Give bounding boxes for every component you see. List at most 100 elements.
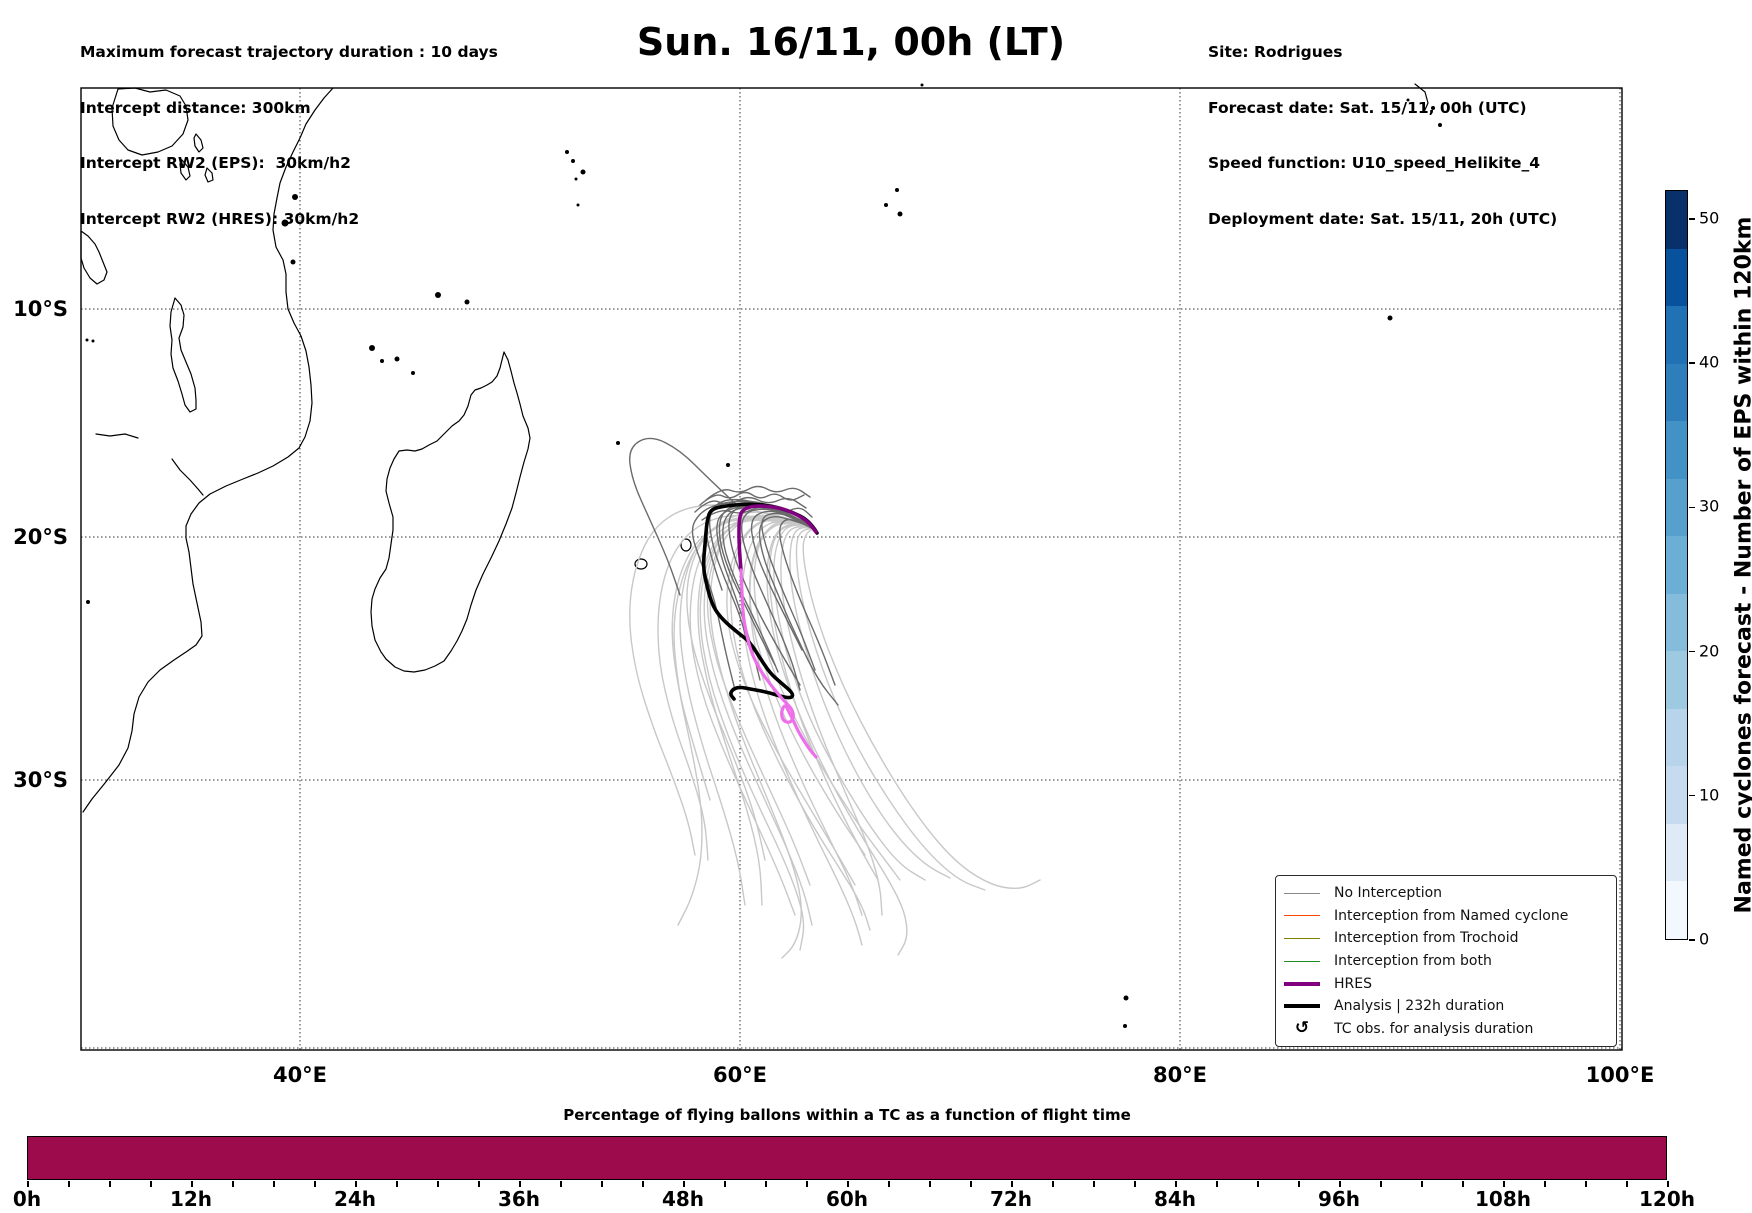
colorbar-tick [1689, 650, 1695, 653]
time-axis-tick [27, 1181, 29, 1187]
time-axis-tick [150, 1181, 152, 1187]
time-axis-tick [560, 1181, 562, 1187]
trajectory-no-interception [768, 524, 879, 881]
coastline [95, 433, 139, 439]
trajectory-no-interception [673, 517, 811, 926]
colorbar-tick [1689, 362, 1695, 364]
time-axis-tick [1544, 1181, 1546, 1187]
colorbar-label: Named cyclones forecast - Number of EPS … [1731, 216, 1752, 914]
time-axis-label: 0h [12, 1187, 42, 1211]
island-dot [85, 338, 89, 342]
island-dot [380, 359, 384, 363]
legend-label: Interception from both [1334, 953, 1492, 970]
lat-tick-label: 30°S [13, 768, 68, 792]
balloon-percentage-bar [27, 1136, 1667, 1180]
island-dot [1438, 123, 1442, 127]
speed-function-line: Speed function: U10_speed_Helikite_4 [1208, 154, 1541, 172]
trajectory-no-interception [697, 519, 812, 906]
island-dot [576, 203, 580, 207]
time-axis-label: 120h [1639, 1187, 1695, 1211]
time-axis-tick [1011, 1181, 1013, 1187]
time-axis-tick [1216, 1181, 1218, 1187]
time-axis-tick [273, 1181, 275, 1187]
time-axis-tick [601, 1181, 603, 1187]
time-axis-tick [1093, 1181, 1095, 1187]
coastline [169, 297, 197, 413]
coastline [193, 133, 204, 153]
bottom-chart-title: Percentage of flying ballons within a TC… [563, 1106, 1131, 1124]
trajectory-eps-member [699, 491, 805, 506]
time-axis-tick [478, 1181, 480, 1187]
legend-line [1284, 981, 1320, 986]
legend-line-swatch [1284, 892, 1320, 894]
trajectory-eps-member [708, 498, 811, 646]
colorbar-segment [1666, 536, 1687, 594]
time-axis-tick [355, 1181, 357, 1187]
island-dot [91, 339, 95, 343]
time-axis-tick [1626, 1181, 1628, 1187]
time-axis-tick [1339, 1181, 1341, 1187]
time-axis-tick [109, 1181, 111, 1187]
colorbar-tick [1689, 218, 1695, 220]
time-axis-label: 72h [989, 1187, 1033, 1211]
hres-track-extension [739, 568, 818, 759]
island-dot [292, 194, 298, 200]
island-dot [86, 600, 90, 604]
colorbar-segment [1666, 363, 1687, 422]
time-axis-tick [314, 1181, 316, 1187]
island-dot [565, 150, 569, 154]
island-dot [1431, 106, 1435, 110]
colorbar-segment [1666, 248, 1687, 307]
legend-line [1284, 1004, 1320, 1009]
page-title: Sun. 16/11, 00h (LT) [636, 20, 1066, 64]
legend-label: No Interception [1334, 885, 1443, 902]
time-axis-tick [68, 1181, 70, 1187]
time-axis-label: 12h [169, 1187, 213, 1211]
site-line: Site: Rodrigues [1208, 43, 1343, 61]
trajectory-no-interception [741, 521, 863, 946]
trajectory-no-interception [657, 515, 811, 861]
lon-tick-label: 80°E [1153, 1063, 1207, 1087]
trajectory-no-interception [709, 516, 813, 959]
island-dot [464, 299, 470, 305]
island-dot [574, 177, 578, 181]
cyclone-icon: ↺ [1284, 1020, 1320, 1037]
time-axis-tick [519, 1181, 521, 1187]
time-axis-tick [1380, 1181, 1382, 1187]
time-axis-tick [191, 1181, 193, 1187]
time-axis-tick [1585, 1181, 1587, 1187]
tc-obs-marker [1123, 995, 1129, 1001]
island-dot [897, 211, 903, 217]
forecast-settings-block: Maximum forecast trajectory duration : 1… [80, 6, 498, 247]
time-axis-label: 84h [1153, 1187, 1197, 1211]
island-outline [680, 538, 692, 552]
hres-track [737, 504, 818, 572]
colorbar-segment [1666, 593, 1687, 652]
colorbar-segment [1666, 708, 1687, 767]
time-axis-tick [683, 1181, 685, 1187]
colorbar-segment [1666, 478, 1687, 537]
time-axis-label: 36h [497, 1187, 541, 1211]
legend-row: Interception from Trochoid [1284, 927, 1608, 950]
colorbar-segment [1666, 823, 1687, 882]
coastline [80, 230, 108, 285]
legend-line-swatch [1284, 915, 1320, 917]
trajectory-no-interception [789, 526, 951, 879]
trajectory-eps-member [694, 496, 807, 513]
island-dot [884, 203, 888, 207]
time-axis-tick [1667, 1181, 1669, 1187]
island-dot [726, 463, 730, 467]
coastline [82, 87, 334, 813]
lat-tick-label: 20°S [13, 525, 68, 549]
coastline [370, 351, 531, 673]
colorbar-tick-label: 10 [1699, 785, 1720, 805]
intercept-distance-line: Intercept distance: 300km [80, 98, 311, 117]
trajectory-no-interception [802, 528, 1041, 890]
legend-line [1284, 960, 1320, 962]
time-axis-label: 24h [333, 1187, 377, 1211]
max-duration-line: Maximum forecast trajectory duration : 1… [80, 43, 498, 61]
time-axis-tick [642, 1181, 644, 1187]
island-dot [895, 188, 899, 192]
island-dot [1387, 315, 1393, 321]
